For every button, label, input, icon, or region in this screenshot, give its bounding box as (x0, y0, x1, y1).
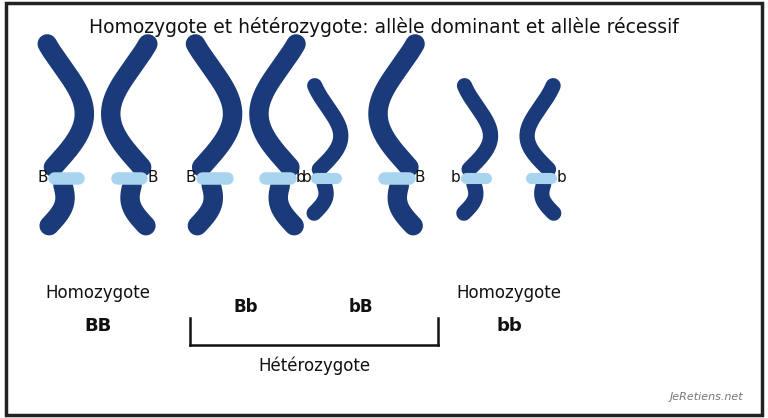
Text: BB: BB (84, 317, 111, 335)
Text: JeRetiens.net: JeRetiens.net (670, 392, 743, 402)
Text: Homozygote et hétérozygote: allèle dominant et allèle récessif: Homozygote et hétérozygote: allèle domin… (89, 17, 679, 37)
Text: b: b (301, 170, 311, 185)
Text: B: B (415, 170, 425, 185)
Text: bb: bb (496, 317, 522, 335)
Text: b: b (557, 170, 567, 185)
Text: Homozygote: Homozygote (457, 283, 561, 302)
Text: b: b (296, 170, 306, 185)
Text: b: b (451, 170, 461, 185)
Text: Bb: Bb (233, 298, 258, 316)
Text: Homozygote: Homozygote (45, 283, 150, 302)
Text: bB: bB (349, 298, 373, 316)
Text: B: B (37, 170, 48, 185)
Text: Hétérozygote: Hétérozygote (258, 357, 370, 375)
Text: B: B (147, 170, 158, 185)
Text: B: B (185, 170, 196, 185)
